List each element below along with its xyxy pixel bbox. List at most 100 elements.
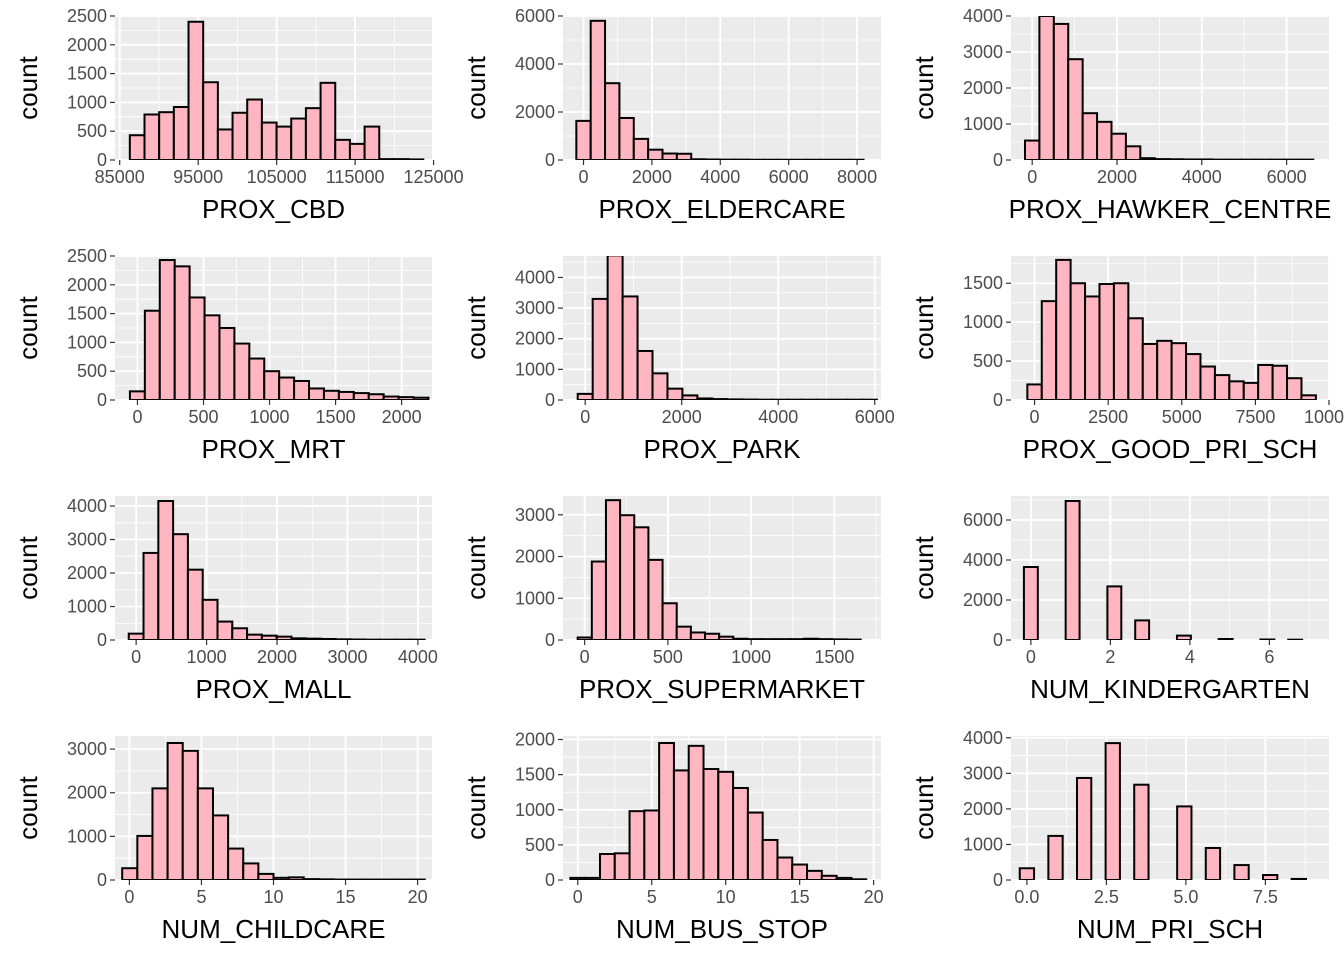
histogram-bar [275,635,293,640]
histogram-bar [1271,364,1289,400]
histogram-bar [308,387,325,400]
histogram-bar [575,119,592,160]
histogram-bar [791,863,809,880]
histogram-panel-2: 0 2000 4000 6000 8000 0 2000 4000 6000 PROX_ELDER… [461,6,881,224]
histogram-panel-9: 0 2 4 6 0 2000 4000 6000 NUM_KINDERGARTEN count [909,496,1329,704]
histogram-bar [287,876,305,880]
y-tick-label: 0 [545,630,555,650]
y-tick-label: 1000 [67,597,107,617]
histogram-bar [1047,834,1064,880]
y-tick-label: 1500 [515,765,555,785]
y-axis-title: count [461,775,491,839]
histogram-bar [188,296,206,400]
x-tick-label: 1000 [187,647,227,667]
x-tick-label: 20 [408,887,428,907]
histogram-bar [1156,339,1173,400]
x-tick-label: 7500 [1235,407,1275,427]
histogram-bar [1153,158,1171,160]
histogram-bar [681,394,699,400]
histogram-bar [1052,22,1070,160]
y-axis-title: count [461,295,491,359]
histogram-bar [348,142,366,160]
histogram-bar [320,637,337,640]
y-tick-label: 2500 [67,6,107,26]
histogram-bar [1228,380,1245,400]
histogram-bar [187,20,205,160]
x-tick-label: 1500 [814,647,854,667]
histogram-bar [1182,158,1199,160]
histogram-bar [647,148,664,160]
histogram-bar [278,376,296,400]
histogram-bar [658,742,675,880]
histogram-bar [576,636,593,640]
histogram-bar [334,638,352,640]
histogram-bar [1023,139,1041,160]
y-tick-label: 4000 [963,550,1003,570]
histogram-bar [788,638,806,640]
x-tick-label: 15 [336,887,356,907]
y-tick-label: 1000 [515,800,555,820]
histogram-bar [1300,394,1317,400]
x-tick-label: 2000 [1097,167,1137,187]
y-tick-label: 500 [525,835,555,855]
x-tick-label: 6000 [855,407,895,427]
y-tick-label: 0 [545,150,555,170]
histogram-bar [718,635,735,640]
x-tick-label: 0 [124,887,134,907]
histogram-bar [1040,300,1058,400]
histogram-panel-12: 0.0 2.5 5.0 7.5 0 1000 2000 3000 4000 NUM_PRI_SCH… [909,728,1329,944]
histogram-bar [263,370,281,400]
histogram-bars [128,259,430,400]
histogram-bar [746,638,763,640]
histogram-bars [1022,500,1304,640]
histogram-bar [166,741,184,880]
histogram-bars [128,20,425,160]
histogram-bar [1110,132,1127,160]
histogram-bar [590,560,607,640]
histogram-bar [128,134,146,160]
histogram-bar [151,787,169,880]
histogram-bar [334,138,351,160]
histogram-panel-11: 0 5 10 15 20 0 500 1000 1500 2000 NUM_BUS_STOP coun… [461,730,884,944]
y-tick-label: 500 [77,361,107,381]
x-axis-title: PROX_HAWKER_CENTRE [1009,194,1332,224]
x-tick-label: 1500 [316,407,356,427]
x-tick-label: 0 [580,647,590,667]
y-tick-label: 0 [97,870,107,890]
y-tick-label: 0 [993,870,1003,890]
histogram-bar [1026,383,1043,400]
histogram-bar [651,372,669,400]
histogram-bar [121,867,139,880]
histogram-bar [1199,365,1216,400]
histogram-bar [363,125,381,160]
y-tick-label: 2000 [67,563,107,583]
y-tick-label: 2000 [67,275,107,295]
histogram-bar [1217,638,1234,640]
histogram-bar [367,393,385,400]
histogram-bar [397,396,415,400]
histogram-bar [584,876,601,880]
histogram-bar [850,878,868,880]
y-tick-label: 2000 [963,78,1003,98]
x-tick-label: 0 [1027,167,1037,187]
histogram-bar [260,634,278,640]
y-tick-label: 1500 [67,304,107,324]
histogram-bar [202,81,219,160]
histogram-bar [1112,282,1130,400]
histogram-bar [337,390,355,400]
histogram-bar [835,876,853,880]
histogram-bar [1134,619,1151,640]
y-tick-label: 0 [545,870,555,890]
histogram-bar [1022,566,1039,640]
x-tick-label: 4000 [398,647,438,667]
histogram-bar [621,295,639,400]
x-tick-label: 0.0 [1014,887,1039,907]
histogram-bar [186,568,204,640]
histogram-bar [687,744,705,880]
histogram-bar [1104,742,1121,880]
histogram-bar [761,838,779,880]
histogram-bar [746,811,764,880]
histogram-bar [591,297,609,400]
y-axis-title: count [13,295,43,359]
histogram-bars [576,256,878,400]
